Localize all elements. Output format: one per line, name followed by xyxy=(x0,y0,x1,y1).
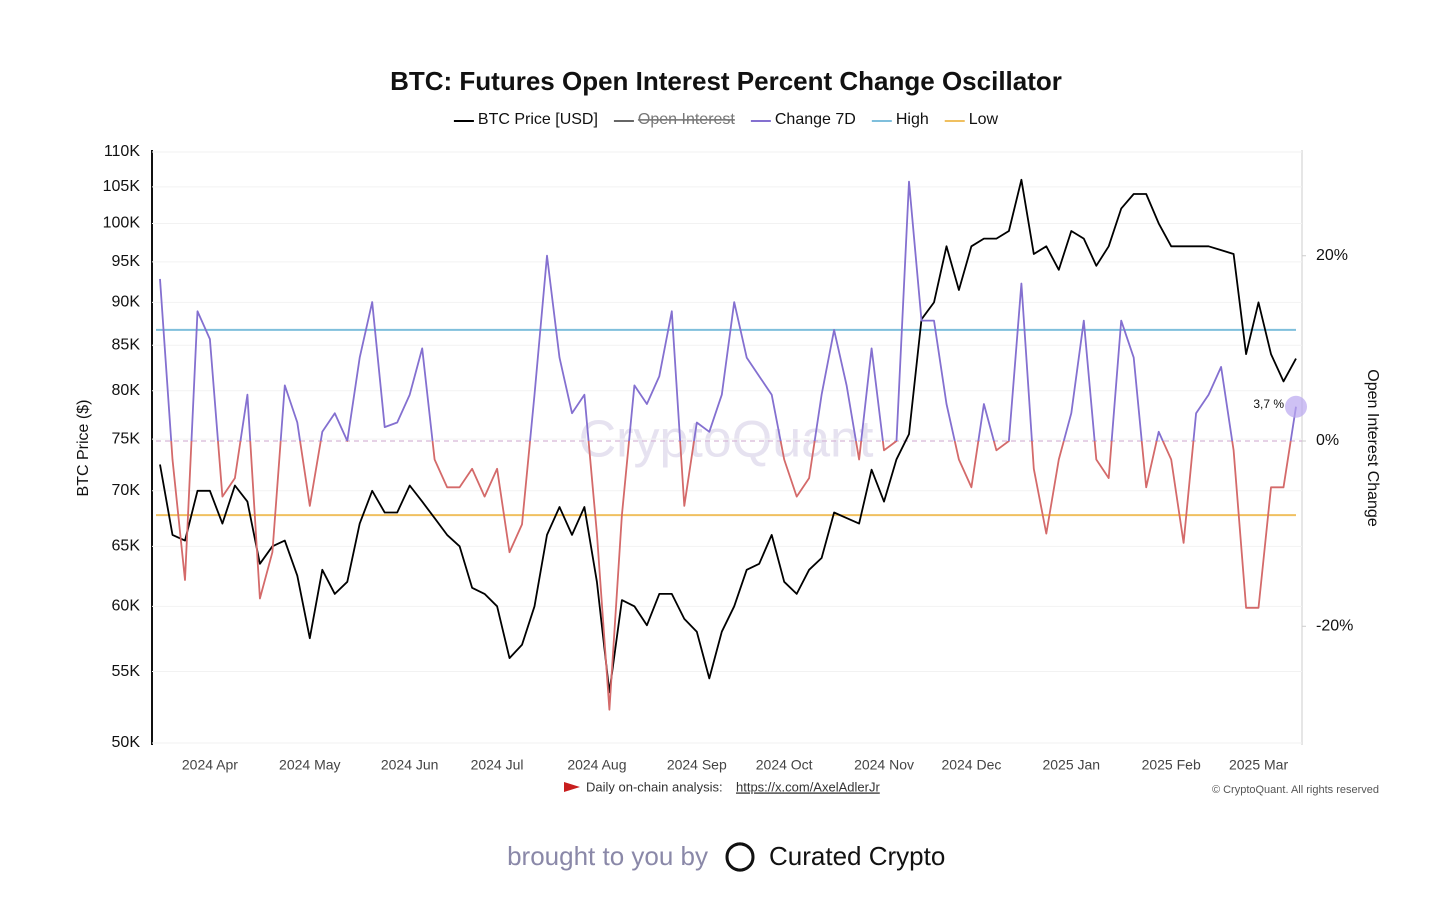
x-tick-label: 2024 May xyxy=(279,757,340,773)
x-tick-label: 2024 Sep xyxy=(667,757,727,773)
oscillator-line-negative xyxy=(170,441,1292,711)
legend-label: Open Interest xyxy=(638,111,736,128)
brand-name: Curated Crypto xyxy=(769,841,945,871)
copyright: © CryptoQuant. All rights reserved xyxy=(1212,784,1379,796)
last-point-marker xyxy=(1285,395,1307,418)
x-tick-label: 2024 Apr xyxy=(182,757,238,773)
y-tick-label: 95K xyxy=(112,253,141,270)
y-tick-label: 110K xyxy=(104,143,141,160)
flag-icon xyxy=(564,782,580,792)
oscillator-line-positive xyxy=(159,180,1297,441)
chart-title: BTC: Futures Open Interest Percent Chang… xyxy=(390,66,1062,96)
y-tick-label: 100K xyxy=(103,215,141,232)
x-tick-label: 2024 Jul xyxy=(471,757,524,773)
legend-label: Change 7D xyxy=(775,111,856,128)
brand-logo xyxy=(725,842,755,872)
y2-tick-label: 0% xyxy=(1316,432,1339,449)
brought-by: brought to you by xyxy=(507,841,708,871)
x-tick-label: 2025 Feb xyxy=(1142,757,1201,773)
legend-label: BTC Price [USD] xyxy=(478,111,598,128)
y2-tick-label: -20% xyxy=(1316,618,1353,635)
y-tick-label: 50K xyxy=(112,734,141,751)
x-tick-label: 2024 Jun xyxy=(381,757,439,773)
source-prefix: Daily on-chain analysis: xyxy=(586,779,723,794)
y-tick-label: 85K xyxy=(112,336,141,353)
y-tick-label: 65K xyxy=(112,538,141,555)
x-tick-label: 2025 Jan xyxy=(1042,757,1100,773)
y-tick-label: 70K xyxy=(112,482,141,499)
y-tick-label: 75K xyxy=(112,430,141,447)
source-link[interactable]: https://x.com/AxelAdlerJr xyxy=(736,779,880,794)
x-tick-label: 2024 Aug xyxy=(567,757,626,773)
legend: BTC Price [USD] Open Interest Change 7D Hig… xyxy=(453,111,999,128)
y-tick-label: 60K xyxy=(112,598,141,615)
y-axis-label: BTC Price ($) xyxy=(75,400,92,497)
legend-label: Low xyxy=(969,111,999,128)
y2-axis-label: Open Interest Change xyxy=(1364,369,1381,527)
x-tick-label: 2024 Nov xyxy=(854,757,914,773)
y-tick-label: 90K xyxy=(112,294,141,311)
y-tick-label: 55K xyxy=(112,663,141,680)
x-tick-label: 2025 Mar xyxy=(1229,757,1288,773)
watermark: CryptoQuant xyxy=(579,411,874,469)
legend-label: High xyxy=(896,111,929,128)
price-line xyxy=(159,178,1297,694)
x-tick-label: 2024 Dec xyxy=(941,757,1001,773)
y2-tick-label: 20% xyxy=(1316,247,1348,264)
y-tick-label: 105K xyxy=(103,178,141,195)
annotation: 3,7 % xyxy=(1253,397,1284,411)
y-tick-label: 80K xyxy=(112,382,141,399)
x-tick-label: 2024 Oct xyxy=(756,757,813,773)
